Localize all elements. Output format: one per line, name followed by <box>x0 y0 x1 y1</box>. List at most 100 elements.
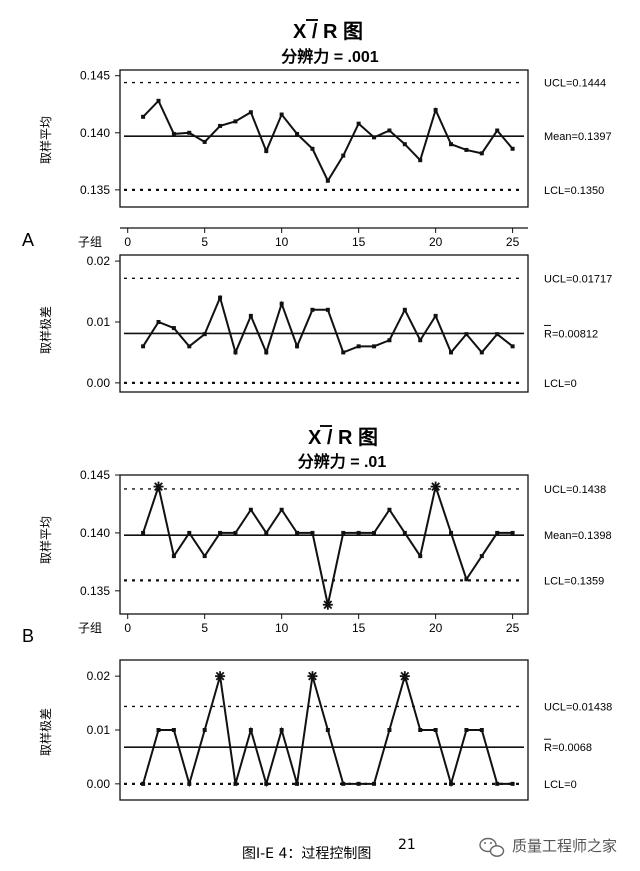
data-point <box>433 728 438 732</box>
x-axis-label: 子组 <box>78 235 102 249</box>
data-point <box>171 554 176 559</box>
data-point <box>341 350 346 355</box>
panel-a-xbar-chart: 取样平均 0.135 0.140 0.145 UCL=0.1444 Mean=0.1397… <box>38 69 612 249</box>
y-axis-label: 取样极差 <box>38 708 53 756</box>
out-of-control-point <box>399 671 410 682</box>
data-point <box>295 530 300 535</box>
data-point <box>510 781 515 786</box>
x-axis-label: 子组 <box>78 621 102 635</box>
data-point <box>402 307 407 312</box>
data-point <box>156 319 161 324</box>
data-point <box>248 728 253 732</box>
section-a-label: A <box>22 230 34 250</box>
data-point <box>495 781 500 786</box>
data-point <box>202 728 207 732</box>
data-point <box>495 530 500 535</box>
panel-a-range-chart: 取样极差 0.00 0.01 0.02 UCL=0.01717 R=0.00812 LCL=… <box>38 254 612 393</box>
data-point <box>279 301 284 306</box>
data-point <box>387 728 392 732</box>
data-point <box>387 338 392 343</box>
data-point <box>510 146 515 151</box>
data-point <box>202 554 207 559</box>
panel-b-xbar-chart: 取样平均 0.135 0.140 0.145 UCL=0.1438 Mean=0.1398… <box>38 468 612 635</box>
panel-b-range-chart: 取样极差 0.00 0.01 0.02 UCL=0.01438 R=0.0068 LCL=0 <box>38 659 612 801</box>
data-point <box>171 131 176 136</box>
data-point <box>264 530 269 535</box>
data-point <box>202 332 207 337</box>
data-point <box>433 313 438 318</box>
x-tick-label: 15 <box>352 235 366 249</box>
data-point <box>248 110 253 115</box>
out-of-control-point <box>322 599 333 610</box>
y-tick-label: 0.01 <box>87 315 111 329</box>
data-point <box>464 332 469 337</box>
y-axis-label: 取样平均 <box>38 516 53 564</box>
x-tick-label: 5 <box>201 235 208 249</box>
data-point <box>141 114 146 119</box>
data-point <box>372 781 377 786</box>
data-point <box>449 530 454 535</box>
data-point <box>372 344 377 349</box>
section-b-label: B <box>22 626 34 646</box>
x-tick-label: 20 <box>429 235 443 249</box>
figure-caption: 图I-E 4：过程控制图 21 <box>242 837 416 862</box>
plot-frame <box>119 474 529 615</box>
lcl-label: LCL=0.1359 <box>544 575 604 587</box>
y-tick-label: 0.140 <box>80 126 110 140</box>
y-tick-label: 0.01 <box>87 723 111 737</box>
data-point <box>218 295 223 300</box>
data-point <box>418 338 423 343</box>
data-point <box>341 153 346 158</box>
ucl-label: UCL=0.1444 <box>544 78 606 90</box>
x-tick-label: 0 <box>124 621 131 635</box>
x-tick-label: 15 <box>352 621 366 635</box>
x-tick-label: 10 <box>275 621 289 635</box>
data-point <box>479 151 484 156</box>
data-point <box>233 530 238 535</box>
out-of-control-point <box>215 671 226 682</box>
data-point <box>464 147 469 152</box>
data-point <box>449 142 454 147</box>
data-point <box>187 781 192 786</box>
data-point <box>479 728 484 732</box>
data-point <box>248 507 253 512</box>
y-tick-label: 0.135 <box>80 183 110 197</box>
data-point <box>187 130 192 135</box>
data-point <box>418 728 423 732</box>
x-tick-label: 25 <box>506 235 520 249</box>
data-point <box>218 123 223 128</box>
data-point <box>449 781 454 786</box>
y-tick-label: 0.02 <box>87 254 111 268</box>
data-point <box>387 128 392 133</box>
data-series-line <box>142 294 514 356</box>
data-point <box>279 112 284 117</box>
plot-frame <box>119 69 529 208</box>
out-of-control-point <box>153 481 164 492</box>
x-tick-label: 5 <box>201 621 208 635</box>
data-point <box>479 554 484 559</box>
data-point <box>341 530 346 535</box>
lcl-label: LCL=0.1350 <box>544 185 604 197</box>
ucl-label: UCL=0.01438 <box>544 701 612 713</box>
data-point <box>202 139 207 144</box>
x-tick-label: 25 <box>506 621 520 635</box>
x-tick-label: 0 <box>124 235 131 249</box>
data-point <box>295 344 300 349</box>
data-point <box>310 307 315 312</box>
caption-superscript: 21 <box>398 837 416 853</box>
data-point <box>171 326 176 331</box>
y-tick-label: 0.145 <box>80 69 110 83</box>
data-point <box>433 107 438 112</box>
data-point <box>325 307 330 312</box>
data-point <box>171 728 176 732</box>
data-point <box>156 728 161 732</box>
data-point <box>510 530 515 535</box>
data-point <box>479 350 484 355</box>
center-label: Mean=0.1397 <box>544 131 612 143</box>
data-point <box>372 135 377 140</box>
y-tick-label: 0.140 <box>80 526 110 540</box>
data-point <box>464 728 469 732</box>
data-point <box>141 530 146 535</box>
y-tick-label: 0.00 <box>87 777 111 791</box>
out-of-control-point <box>430 481 441 492</box>
